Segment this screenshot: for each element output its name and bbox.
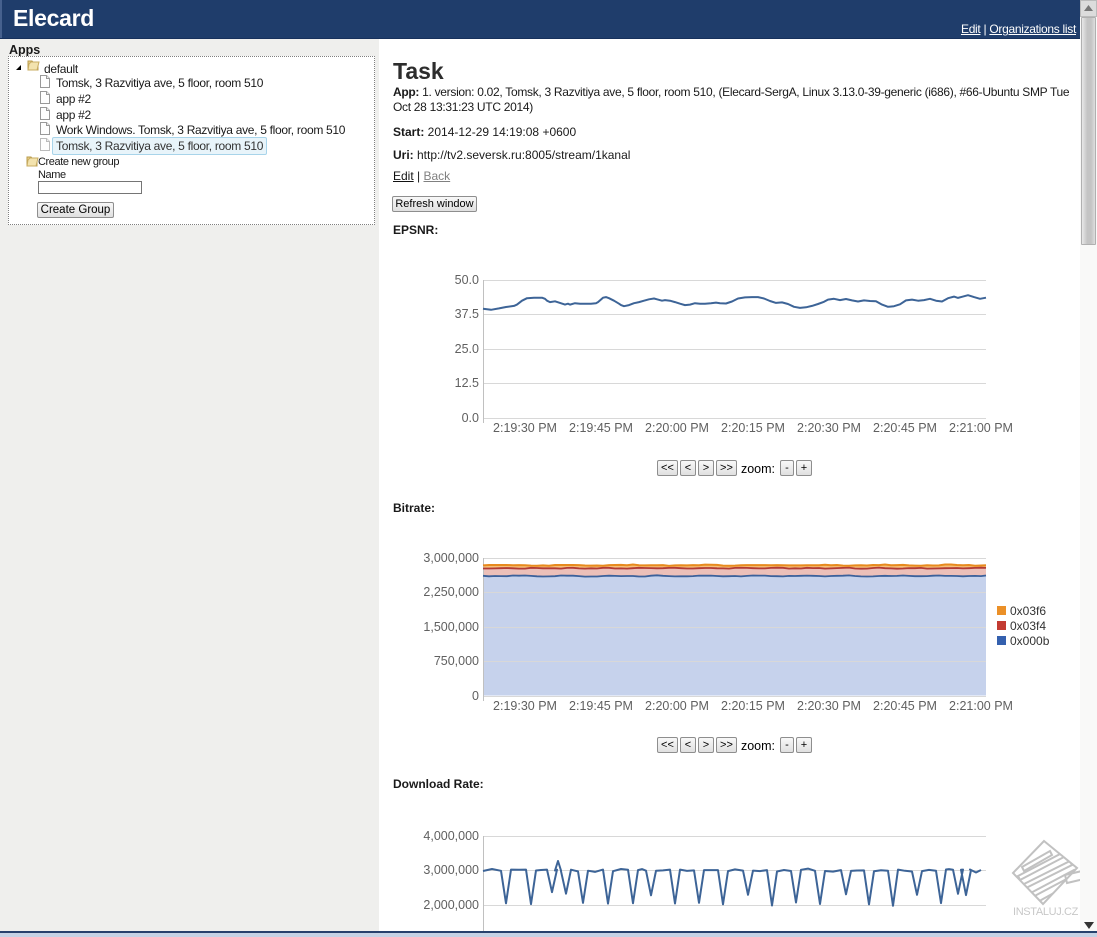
svg-text:2:19:30 PM: 2:19:30 PM [493,421,557,435]
svg-text:12.5: 12.5 [455,376,479,390]
svg-text:2:21:00 PM: 2:21:00 PM [949,421,1013,435]
svg-text:2:21:00 PM: 2:21:00 PM [949,699,1013,713]
svg-text:INSTALUJ.CZ: INSTALUJ.CZ [1013,906,1079,918]
svg-text:1,500,000: 1,500,000 [423,620,479,634]
svg-text:750,000: 750,000 [434,654,479,668]
svg-text:0: 0 [472,689,479,703]
svg-text:2,250,000: 2,250,000 [423,585,479,599]
svg-text:2:20:00 PM: 2:20:00 PM [645,699,709,713]
svg-text:0x03f6: 0x03f6 [1010,604,1046,618]
svg-text:2:20:45 PM: 2:20:45 PM [873,699,937,713]
svg-text:2:20:15 PM: 2:20:15 PM [721,699,785,713]
svg-text:2:20:15 PM: 2:20:15 PM [721,421,785,435]
svg-text:2:19:45 PM: 2:19:45 PM [569,421,633,435]
svg-text:2,000,000: 2,000,000 [423,898,479,912]
svg-text:2:20:45 PM: 2:20:45 PM [873,421,937,435]
svg-text:25.0: 25.0 [455,342,479,356]
svg-text:2:19:45 PM: 2:19:45 PM [569,699,633,713]
svg-text:37.5: 37.5 [455,307,479,321]
svg-text:0x000b: 0x000b [1010,634,1050,648]
svg-text:2:20:00 PM: 2:20:00 PM [645,421,709,435]
svg-text:3,000,000: 3,000,000 [423,551,479,565]
svg-text:0.0: 0.0 [462,411,479,425]
svg-text:2:20:30 PM: 2:20:30 PM [797,699,861,713]
svg-text:0x03f4: 0x03f4 [1010,619,1046,633]
svg-text:4,000,000: 4,000,000 [423,829,479,843]
svg-text:50.0: 50.0 [455,273,479,287]
svg-text:2:19:30 PM: 2:19:30 PM [493,699,557,713]
svg-text:2:20:30 PM: 2:20:30 PM [797,421,861,435]
svg-text:3,000,000: 3,000,000 [423,863,479,877]
